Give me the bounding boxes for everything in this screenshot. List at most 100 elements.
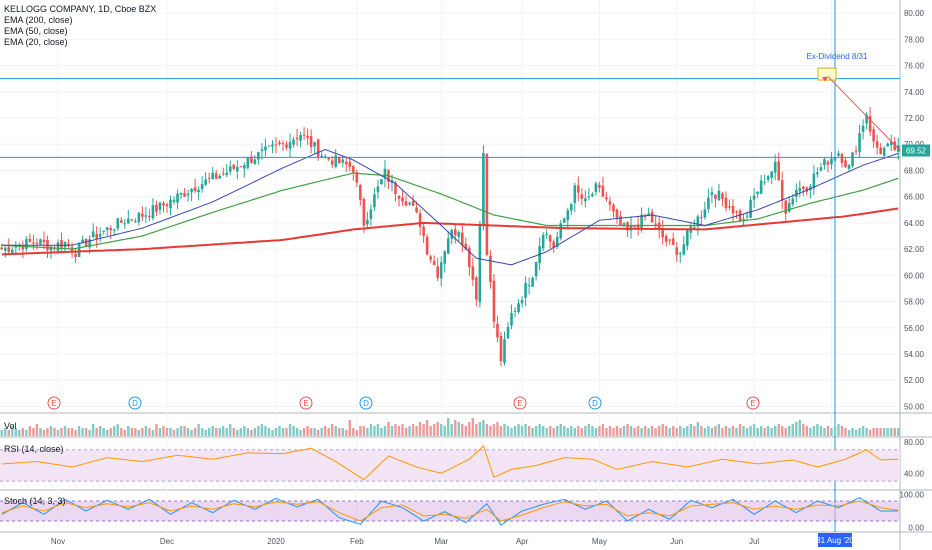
candle-body (851, 152, 854, 167)
volume-bar (882, 428, 886, 436)
price-tick-label: 72.00 (904, 114, 925, 123)
stoch-pane-label[interactable]: Stoch (14, 3, 3) (4, 496, 66, 506)
volume-bar (622, 426, 626, 436)
volume-bar (847, 430, 851, 436)
candle-body (886, 143, 889, 146)
volume-bar (636, 426, 640, 436)
candle-body (717, 190, 721, 201)
candle-body (457, 232, 461, 237)
volume-bar (654, 428, 657, 436)
candle-body (359, 184, 362, 200)
candle-body (847, 165, 851, 169)
time-tick-label: May (592, 537, 607, 546)
volume-bar (74, 430, 77, 436)
candle-body (879, 147, 882, 154)
candle-body (450, 229, 454, 239)
candle-body (302, 134, 306, 136)
volume-bar (313, 428, 316, 436)
volume-bar (809, 428, 812, 436)
volume-bar (499, 426, 503, 436)
price-tick-label: 52.00 (904, 376, 925, 385)
volume-bar (531, 428, 534, 436)
volume-bar (647, 428, 650, 436)
candle-body (281, 143, 285, 145)
volume-bar (759, 426, 763, 436)
candle-body (271, 144, 274, 147)
ema50-legend[interactable]: EMA (50, close) (4, 26, 68, 36)
volume-bar (436, 422, 439, 436)
rsi-pane-label[interactable]: RSI (14, close) (4, 444, 64, 454)
volume-bar (320, 428, 323, 436)
candle-body (731, 205, 735, 214)
volume-bar (7, 430, 10, 436)
candle-body (752, 195, 756, 200)
candle-body (517, 303, 520, 313)
event-marker-label: E (303, 399, 308, 408)
time-tick-label: Dec (160, 537, 174, 546)
candle-body (306, 136, 309, 138)
candle-body (566, 210, 570, 221)
volume-bar (661, 424, 664, 436)
volume-bar (897, 428, 900, 436)
volume-bar (299, 430, 302, 436)
candle-body (812, 173, 816, 189)
volume-bar (253, 428, 257, 436)
volume-bar (443, 426, 446, 436)
volume-bar (394, 424, 397, 436)
volume-bar (165, 428, 169, 436)
volume-bar (404, 428, 408, 436)
volume-bar (714, 426, 717, 436)
volume-bar (285, 428, 288, 436)
ema200-legend[interactable]: EMA (200, close) (4, 15, 73, 25)
volume-bar (545, 428, 548, 436)
volume-bar (886, 428, 889, 436)
volume-bar (331, 424, 334, 436)
candle-body (257, 152, 260, 160)
symbol-title[interactable]: KELLOGG COMPANY, 1D, Cboe BZX (4, 4, 157, 14)
volume-bar (566, 428, 569, 436)
volume-bar (440, 424, 443, 436)
price-tick-label: 66.00 (904, 193, 925, 202)
candle-body (548, 235, 552, 242)
candle-body (622, 223, 626, 225)
candle-body (703, 209, 707, 218)
volume-bar (158, 428, 162, 436)
volume-bar (334, 426, 337, 436)
candle-body (875, 141, 879, 148)
price-tick-label: 76.00 (904, 62, 925, 71)
volume-bar (21, 428, 25, 436)
candle-body (868, 116, 872, 132)
candle-body (316, 139, 320, 157)
volume-bar (204, 430, 207, 436)
candle-body (98, 234, 102, 237)
volume-bar (193, 428, 197, 436)
candle-body (559, 223, 563, 239)
ema20-legend[interactable]: EMA (20, close) (4, 37, 68, 47)
candle-body (95, 234, 98, 239)
volume-bar (46, 428, 49, 436)
candle-body (686, 230, 689, 246)
candle-body (763, 182, 766, 184)
candle-body (612, 204, 615, 212)
volume-bar (788, 426, 791, 436)
volume-bar (11, 426, 14, 436)
volume-bar (823, 428, 826, 436)
event-marker-label: E (51, 399, 56, 408)
candle-body (524, 283, 527, 298)
volume-bar (352, 428, 355, 436)
candle-body (780, 180, 784, 201)
candle-body (334, 155, 338, 167)
candle-body (552, 241, 556, 248)
volume-bar (594, 428, 598, 436)
volume-bar (468, 422, 471, 436)
candle-body (591, 194, 594, 197)
volume-pane-label[interactable]: Vol (4, 421, 17, 431)
volume-bar (123, 430, 127, 436)
candle-body (25, 239, 28, 249)
volume-bar (169, 428, 172, 436)
candle-body (239, 166, 243, 168)
candle-body (802, 186, 805, 190)
candle-body (109, 228, 113, 231)
volume-bar (278, 426, 281, 436)
